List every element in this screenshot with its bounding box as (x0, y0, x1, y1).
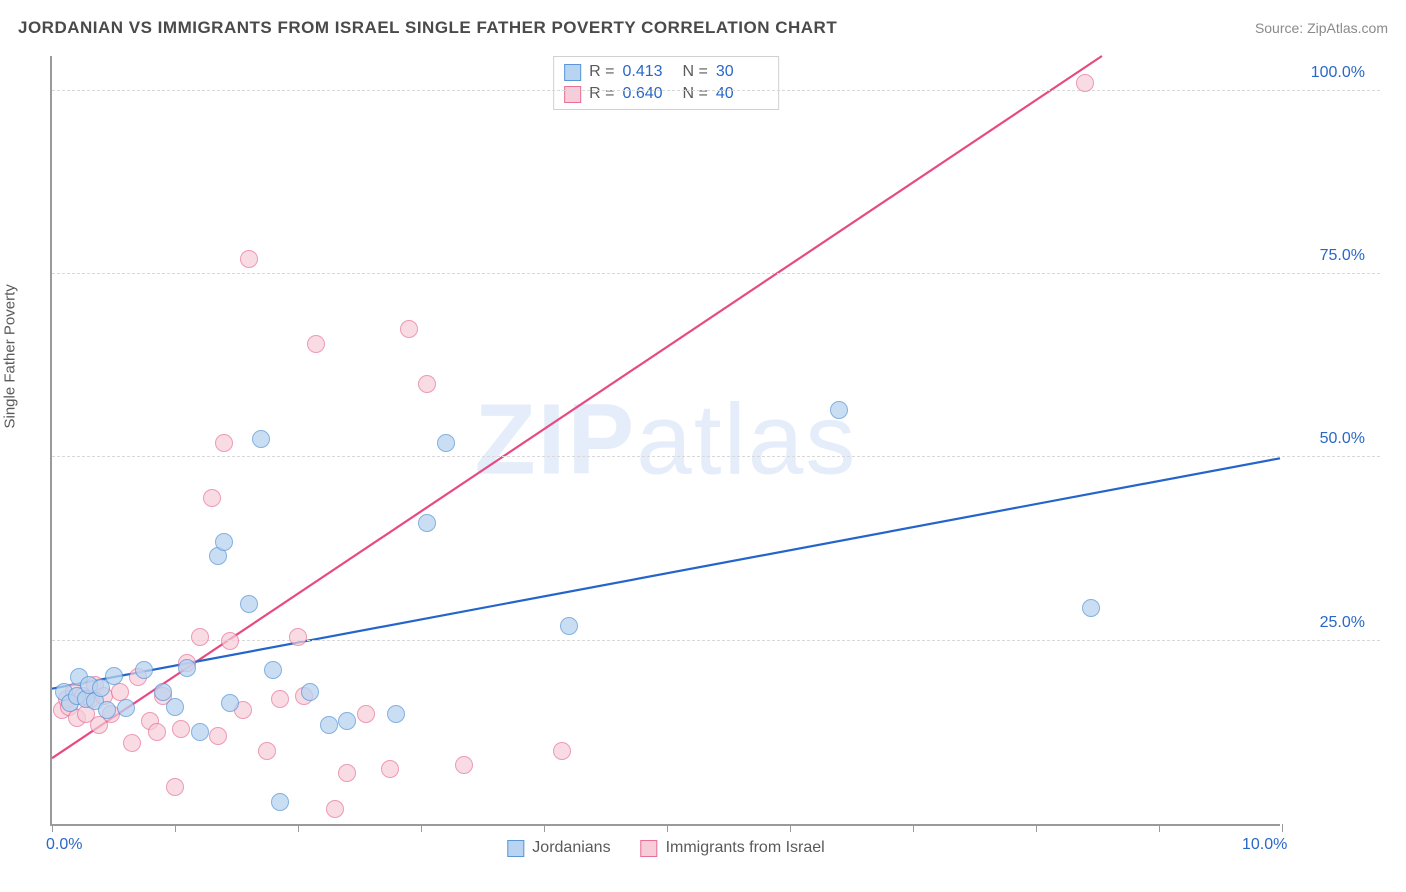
data-point-pink (209, 727, 227, 745)
data-point-pink (166, 778, 184, 796)
data-point-blue (1082, 599, 1100, 617)
swatch-blue (564, 64, 581, 81)
data-point-blue (178, 659, 196, 677)
source-label: Source: ZipAtlas.com (1255, 20, 1388, 36)
data-point-pink (357, 705, 375, 723)
data-point-pink (191, 628, 209, 646)
data-point-blue (338, 712, 356, 730)
x-tick (1282, 824, 1283, 832)
data-point-pink (240, 250, 258, 268)
data-point-pink (553, 742, 571, 760)
legend-item-blue: Jordanians (507, 839, 610, 857)
data-point-pink (123, 734, 141, 752)
data-point-blue (264, 661, 282, 679)
x-tick (175, 824, 176, 832)
data-point-blue (166, 698, 184, 716)
swatch-blue (507, 840, 524, 857)
data-point-blue (387, 705, 405, 723)
data-point-blue (252, 430, 270, 448)
data-point-pink (148, 723, 166, 741)
stats-legend-box: R = 0.413 N = 30 R = 0.640 N = 40 (553, 56, 779, 110)
data-point-blue (560, 617, 578, 635)
data-point-blue (105, 667, 123, 685)
x-tick-label: 10.0% (1242, 836, 1287, 854)
legend-item-pink: Immigrants from Israel (641, 839, 825, 857)
gridline (52, 90, 1380, 91)
y-tick-label: 25.0% (1320, 614, 1365, 632)
data-point-blue (271, 793, 289, 811)
stats-row-pink: R = 0.640 N = 40 (564, 83, 768, 105)
swatch-pink (641, 840, 658, 857)
data-point-blue (240, 595, 258, 613)
data-point-pink (418, 375, 436, 393)
data-point-pink (326, 800, 344, 818)
data-point-pink (338, 764, 356, 782)
x-tick (544, 824, 545, 832)
data-point-pink (221, 632, 239, 650)
x-tick (298, 824, 299, 832)
y-tick-label: 75.0% (1320, 247, 1365, 265)
data-point-pink (400, 320, 418, 338)
swatch-pink (564, 86, 581, 103)
data-point-pink (172, 720, 190, 738)
data-point-pink (215, 434, 233, 452)
data-point-pink (307, 335, 325, 353)
data-point-pink (258, 742, 276, 760)
data-point-blue (117, 699, 135, 717)
data-point-blue (191, 723, 209, 741)
plot-area: ZIPatlas R = 0.413 N = 30 R = 0.640 N = … (50, 56, 1280, 826)
stats-row-blue: R = 0.413 N = 30 (564, 61, 768, 83)
x-tick (790, 824, 791, 832)
x-tick-label: 0.0% (46, 836, 82, 854)
data-point-pink (1076, 74, 1094, 92)
gridline (52, 273, 1380, 274)
y-tick-label: 50.0% (1320, 430, 1365, 448)
data-point-blue (98, 701, 116, 719)
data-point-pink (289, 628, 307, 646)
x-tick (1159, 824, 1160, 832)
data-point-pink (455, 756, 473, 774)
x-tick (913, 824, 914, 832)
data-point-blue (215, 533, 233, 551)
y-axis-label: Single Father Poverty (2, 284, 19, 428)
bottom-legend: Jordanians Immigrants from Israel (507, 839, 824, 857)
y-tick-label: 100.0% (1311, 64, 1365, 82)
data-point-blue (135, 661, 153, 679)
data-point-blue (418, 514, 436, 532)
x-tick (421, 824, 422, 832)
x-tick (1036, 824, 1037, 832)
data-point-blue (221, 694, 239, 712)
gridline (52, 640, 1380, 641)
x-tick (52, 824, 53, 832)
data-point-blue (301, 683, 319, 701)
data-point-pink (271, 690, 289, 708)
chart-title: JORDANIAN VS IMMIGRANTS FROM ISRAEL SING… (18, 18, 837, 38)
x-tick (667, 824, 668, 832)
data-point-pink (381, 760, 399, 778)
data-point-blue (320, 716, 338, 734)
data-point-blue (437, 434, 455, 452)
data-point-blue (830, 401, 848, 419)
data-point-pink (203, 489, 221, 507)
watermark: ZIPatlas (475, 383, 858, 498)
gridline (52, 456, 1380, 457)
